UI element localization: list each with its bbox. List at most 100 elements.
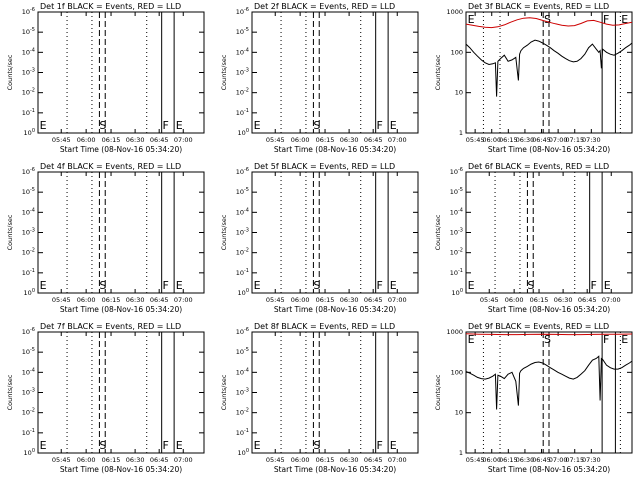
y-tick-label: 10-5	[22, 347, 35, 356]
event-marker-e: E	[621, 333, 628, 346]
x-tick-label: 06:45	[364, 296, 383, 304]
event-marker-e: E	[176, 279, 183, 292]
plot-frame	[251, 171, 419, 294]
y-tick-label: 100	[24, 288, 35, 297]
x-tick-label: 07:00	[388, 296, 407, 304]
event-marker-e: E	[390, 279, 397, 292]
y-tick-label: 10-5	[22, 187, 35, 196]
y-tick-label: 10-2	[236, 88, 249, 97]
plot-frame	[37, 11, 205, 134]
event-marker-s: S	[99, 119, 106, 132]
y-tick-label: 100	[238, 448, 249, 457]
chart-panel-5: Det 5f BLACK = Events, RED = LLD Counts/s…	[220, 162, 419, 314]
series-line-lld	[465, 17, 633, 29]
panel-title: Det 3f BLACK = Events, RED = LLD	[468, 2, 609, 11]
y-axis-label: Counts/sec	[6, 374, 14, 410]
y-axis-label: Counts/sec	[434, 374, 442, 410]
x-tick-label: 07:00	[388, 456, 407, 464]
x-tick-label: 06:45	[150, 136, 169, 144]
event-marker-f: F	[377, 439, 383, 452]
event-marker-e: E	[604, 279, 611, 292]
x-tick-label: 07:30	[582, 456, 601, 464]
event-marker-s: S	[99, 279, 106, 292]
x-tick-label: 06:45	[364, 456, 383, 464]
x-tick-label: 06:15	[102, 456, 121, 464]
x-axis-label: Start Time (08-Nov-16 05:34:20)	[274, 145, 396, 154]
x-tick-label: 07:15	[565, 456, 584, 464]
x-tick-label: 06:30	[340, 136, 359, 144]
event-marker-s: S	[313, 119, 320, 132]
y-tick-label: 10-3	[22, 228, 35, 237]
y-tick-label: 1	[459, 449, 463, 457]
series-line-events	[465, 355, 633, 410]
y-tick-label: 10-5	[22, 27, 35, 36]
y-tick-label: 10-2	[22, 88, 35, 97]
panel-title: Det 4f BLACK = Events, RED = LLD	[40, 162, 181, 171]
event-marker-e: E	[40, 119, 47, 132]
x-tick-label: 06:30	[126, 296, 145, 304]
plot-frame	[37, 331, 205, 454]
y-tick-label: 10-2	[22, 248, 35, 257]
y-tick-label: 10-2	[450, 248, 463, 257]
y-tick-label: 10-5	[236, 347, 249, 356]
panel-title: Det 2f BLACK = Events, RED = LLD	[254, 2, 395, 11]
x-tick-label: 05:45	[52, 136, 71, 144]
x-tick-label: 05:45	[466, 136, 485, 144]
event-marker-s: S	[313, 439, 320, 452]
y-tick-label: 10-3	[236, 388, 249, 397]
x-axis-label: Start Time (08-Nov-16 05:34:20)	[274, 305, 396, 314]
y-tick-label: 100	[451, 368, 463, 376]
y-tick-label: 10-2	[22, 408, 35, 417]
panel-title: Det 5f BLACK = Events, RED = LLD	[254, 162, 395, 171]
y-tick-label: 10-6	[22, 167, 35, 176]
x-tick-label: 06:15	[316, 296, 335, 304]
panel-title: Det 8f BLACK = Events, RED = LLD	[254, 322, 395, 331]
x-tick-label: 06:15	[499, 136, 518, 144]
x-tick-label: 06:15	[316, 456, 335, 464]
y-tick-label: 10-2	[236, 248, 249, 257]
y-tick-label: 10-1	[236, 428, 249, 437]
x-tick-label: 06:45	[532, 456, 551, 464]
event-marker-s: S	[99, 439, 106, 452]
y-axis-label: Counts/sec	[6, 214, 14, 250]
event-marker-e: E	[468, 279, 475, 292]
y-tick-label: 100	[452, 288, 463, 297]
y-tick-label: 10-6	[22, 7, 35, 16]
y-tick-label: 10-5	[450, 187, 463, 196]
chart-panel-7: Det 7f BLACK = Events, RED = LLD Counts/s…	[6, 322, 205, 474]
x-tick-label: 05:45	[266, 456, 285, 464]
y-tick-label: 10	[455, 89, 463, 97]
y-tick-label: 100	[238, 288, 249, 297]
y-tick-label: 10-3	[22, 68, 35, 77]
x-tick-label: 06:00	[77, 456, 96, 464]
event-marker-f: F	[163, 439, 169, 452]
event-marker-e: E	[254, 439, 261, 452]
event-marker-f: F	[603, 13, 609, 26]
y-tick-label: 1000	[446, 8, 463, 16]
y-tick-label: 100	[24, 448, 35, 457]
x-tick-label: 06:00	[291, 456, 310, 464]
x-tick-label: 05:45	[266, 136, 285, 144]
event-marker-e: E	[40, 439, 47, 452]
y-tick-label: 1	[459, 129, 463, 137]
x-tick-label: 06:15	[316, 136, 335, 144]
plot-frame	[465, 171, 633, 294]
y-tick-label: 1000	[446, 328, 463, 336]
x-tick-label: 05:45	[52, 296, 71, 304]
x-tick-label: 07:00	[174, 296, 193, 304]
panel-title: Det 7f BLACK = Events, RED = LLD	[40, 322, 181, 331]
y-axis-label: Counts/sec	[220, 374, 228, 410]
x-tick-label: 07:15	[565, 136, 584, 144]
chart-panel-3: Det 3f BLACK = Events, RED = LLD Counts/s…	[434, 2, 633, 154]
panel-title: Det 6f BLACK = Events, RED = LLD	[468, 162, 609, 171]
event-marker-e: E	[468, 333, 475, 346]
x-tick-label: 06:00	[482, 136, 501, 144]
chart-panel-6: Det 6f BLACK = Events, RED = LLD Counts/s…	[434, 162, 633, 314]
x-tick-label: 05:45	[480, 296, 499, 304]
x-axis-label: Start Time (08-Nov-16 05:34:20)	[60, 145, 182, 154]
event-marker-s: S	[544, 333, 551, 346]
x-axis-label: Start Time (08-Nov-16 05:34:20)	[488, 145, 610, 154]
y-tick-label: 100	[451, 48, 463, 56]
event-marker-f: F	[603, 333, 609, 346]
